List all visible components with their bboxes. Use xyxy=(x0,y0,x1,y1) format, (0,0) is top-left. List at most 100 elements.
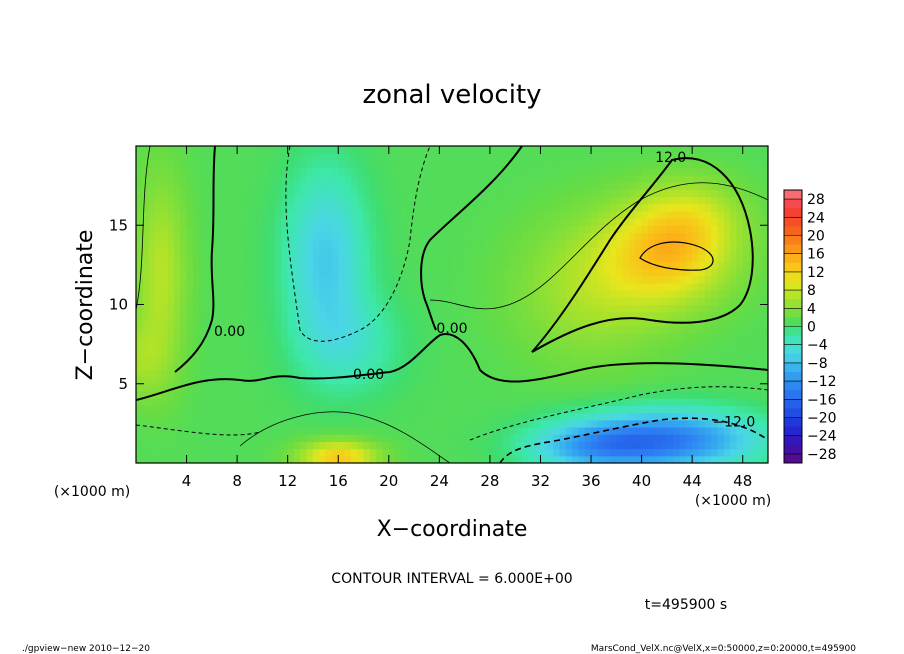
heatmap-cell xyxy=(698,275,706,284)
heatmap-cell xyxy=(287,174,295,183)
heatmap-cell xyxy=(357,390,365,399)
heatmap-cell xyxy=(666,304,674,313)
heatmap-cell xyxy=(496,268,504,277)
heatmap-cell xyxy=(711,412,719,421)
heatmap-cell xyxy=(565,333,573,342)
heatmap-cell xyxy=(730,369,737,378)
heatmap-cell xyxy=(704,297,712,306)
heatmap-cell xyxy=(256,210,263,219)
heatmap-cell xyxy=(698,369,706,378)
heatmap-cell xyxy=(685,434,693,442)
heatmap-cell xyxy=(502,182,510,190)
heatmap-cell xyxy=(635,318,643,327)
heatmap-cell xyxy=(698,254,706,262)
heatmap-cell xyxy=(565,340,573,349)
colorbar-tick-label: 0 xyxy=(807,320,816,336)
heatmap-cell xyxy=(300,290,308,298)
heatmap-cell xyxy=(300,282,308,291)
heatmap-cell xyxy=(319,455,327,463)
heatmap-cell xyxy=(597,398,605,406)
heatmap-cell xyxy=(534,246,542,255)
heatmap-cell xyxy=(199,218,207,226)
heatmap-cell xyxy=(154,455,162,463)
heatmap-cell xyxy=(281,297,289,306)
colorbar-swatch xyxy=(784,253,802,264)
heatmap-cell xyxy=(363,297,371,306)
heatmap-cell xyxy=(306,333,314,342)
heatmap-cell xyxy=(496,426,504,435)
heatmap-cell xyxy=(622,261,630,270)
heatmap-cell xyxy=(502,434,510,442)
heatmap-cell xyxy=(553,419,561,428)
heatmap-cell xyxy=(616,448,624,457)
heatmap-cell xyxy=(692,448,700,457)
heatmap-cell xyxy=(622,354,630,363)
heatmap-cell xyxy=(218,441,226,450)
heatmap-cell xyxy=(521,275,529,284)
heatmap-cell xyxy=(300,174,308,183)
heatmap-cell xyxy=(319,376,327,385)
heatmap-cell xyxy=(597,354,605,363)
heatmap-cell xyxy=(287,383,295,392)
heatmap-cell xyxy=(268,419,276,428)
heatmap-cell xyxy=(281,261,289,270)
heatmap-cell xyxy=(148,210,156,219)
heatmap-cell xyxy=(521,182,529,190)
heatmap-cell xyxy=(742,261,750,270)
heatmap-cell xyxy=(761,189,768,198)
heatmap-cell xyxy=(521,160,529,169)
heatmap-cell xyxy=(591,333,598,342)
heatmap-cell xyxy=(294,455,301,463)
heatmap-cell xyxy=(154,167,162,176)
heatmap-cell xyxy=(300,412,308,421)
heatmap-cell xyxy=(610,146,617,154)
heatmap-cell xyxy=(483,434,491,442)
heatmap-cell xyxy=(692,441,700,450)
heatmap-cell xyxy=(654,268,662,277)
heatmap-cell xyxy=(591,225,598,234)
heatmap-cell xyxy=(395,326,403,334)
heatmap-cell xyxy=(407,254,415,262)
heatmap-cell xyxy=(654,146,662,154)
heatmap-cell xyxy=(224,412,232,421)
colorbar-swatch xyxy=(784,344,802,355)
heatmap-cell xyxy=(192,297,200,306)
heatmap-cell xyxy=(199,362,207,370)
heatmap-cell xyxy=(464,333,472,342)
heatmap-cell xyxy=(647,376,655,385)
heatmap-cell xyxy=(515,333,523,342)
heatmap-cell xyxy=(439,333,447,342)
heatmap-cell xyxy=(249,146,257,154)
heatmap-cell xyxy=(622,232,630,241)
heatmap-cell xyxy=(167,189,175,198)
heatmap-cell xyxy=(344,210,352,219)
heatmap-cell xyxy=(477,354,485,363)
heatmap-cell xyxy=(496,153,504,161)
heatmap-cell xyxy=(704,160,712,169)
heatmap-cell xyxy=(553,390,561,399)
heatmap-cell xyxy=(597,268,605,277)
heatmap-cell xyxy=(426,189,434,198)
heatmap-cell xyxy=(256,405,263,414)
heatmap-cell xyxy=(180,434,188,442)
heatmap-cell xyxy=(407,174,415,183)
heatmap-cell xyxy=(420,434,428,442)
heatmap-cell xyxy=(395,290,403,298)
heatmap-cell xyxy=(654,333,662,342)
heatmap-cell xyxy=(603,218,611,226)
chart-title: zonal velocity xyxy=(362,80,541,110)
heatmap-cell xyxy=(616,326,624,334)
heatmap-cell xyxy=(180,340,188,349)
heatmap-cell xyxy=(154,275,162,284)
heatmap-cell xyxy=(603,376,611,385)
colorbar-swatch xyxy=(784,326,802,336)
heatmap-cell xyxy=(388,311,396,320)
heatmap-cell xyxy=(603,405,611,414)
heatmap-cell xyxy=(243,369,251,378)
heatmap-cell xyxy=(628,210,636,219)
heatmap-cell xyxy=(717,383,725,392)
heatmap-cell xyxy=(761,455,768,463)
heatmap-cell xyxy=(654,376,662,385)
heatmap-cell xyxy=(294,160,301,169)
heatmap-cell xyxy=(761,326,768,334)
